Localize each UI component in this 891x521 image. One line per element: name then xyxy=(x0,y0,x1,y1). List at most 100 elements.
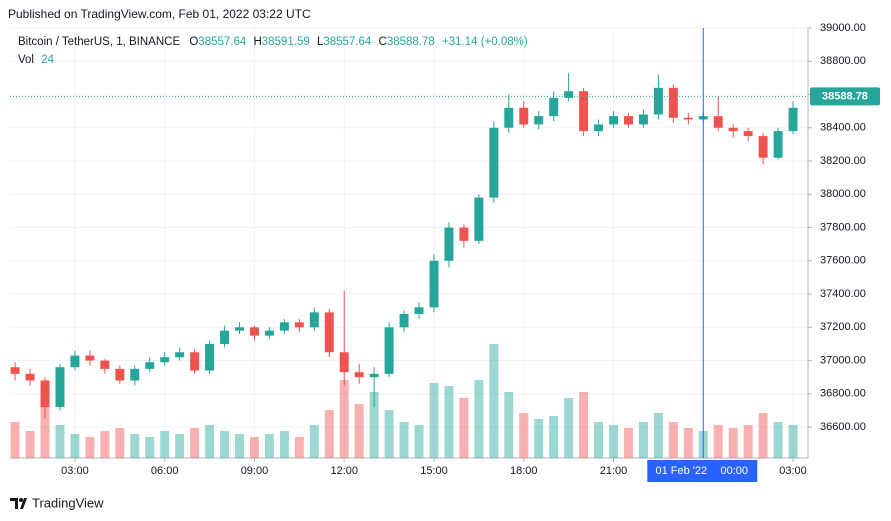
change: +31.14 (+0.08%) xyxy=(442,36,528,48)
volume-bar xyxy=(205,425,215,458)
candle-body xyxy=(354,372,364,378)
x-tick-label: 15:00 xyxy=(420,465,448,477)
volume-bar xyxy=(713,425,723,458)
volume-bar xyxy=(339,380,349,458)
x-tick-label: 21:00 xyxy=(600,465,628,477)
brand: TradingView xyxy=(32,495,104,510)
volume-bar xyxy=(459,398,469,458)
last-price-label: 38588.78 xyxy=(822,90,868,102)
volume-bar xyxy=(130,434,140,458)
volume-bar xyxy=(534,419,544,458)
high-value: 38591.59 xyxy=(262,36,310,48)
candle-body xyxy=(175,352,185,358)
candle-body xyxy=(504,107,514,128)
logo: TradingView xyxy=(10,495,104,510)
candle-body xyxy=(564,91,574,98)
volume-bar xyxy=(354,404,364,458)
volume-bar xyxy=(70,434,80,458)
legend-line: Bitcoin / TetherUS, 1, BINANCE O38557.64… xyxy=(18,36,528,48)
volume-bar xyxy=(160,431,170,458)
volume-bar xyxy=(758,413,768,458)
volume-bar xyxy=(623,428,633,458)
high-label: H xyxy=(253,36,261,48)
volume-bar xyxy=(519,413,529,458)
candle-body xyxy=(444,227,454,261)
candle-body xyxy=(264,330,274,336)
volume-value: 24 xyxy=(41,54,54,66)
symbol: Bitcoin / TetherUS, 1, BINANCE xyxy=(18,36,180,48)
candle-body xyxy=(414,307,424,315)
candle-body xyxy=(609,116,618,125)
publish-info: Published on TradingView.com, Feb 01, 20… xyxy=(8,7,311,21)
volume-bar xyxy=(683,428,693,458)
candle-body xyxy=(369,373,379,378)
y-tick-label: 36800.00 xyxy=(820,388,866,400)
y-tick-label: 36600.00 xyxy=(820,421,866,433)
candle-body xyxy=(279,322,289,331)
candle-body xyxy=(145,362,155,369)
volume-bar xyxy=(324,410,334,458)
volume-bar xyxy=(55,425,65,458)
y-tick-label: 38200.00 xyxy=(820,155,866,167)
candle-body xyxy=(474,197,484,241)
candle-body xyxy=(549,97,559,117)
volume-bar xyxy=(743,425,753,458)
volume-bar xyxy=(594,422,604,458)
candle-body xyxy=(235,327,244,331)
candle-body xyxy=(788,107,798,132)
candle-body xyxy=(384,327,394,374)
y-tick-label: 37000.00 xyxy=(820,354,866,366)
volume-bar xyxy=(309,425,319,458)
logo-mark xyxy=(10,498,27,509)
open-value: 38557.64 xyxy=(198,36,247,48)
low-label: L xyxy=(317,36,324,48)
y-tick-label: 37600.00 xyxy=(820,255,866,267)
candle-body xyxy=(399,314,409,328)
candle-body xyxy=(249,327,259,336)
volume-bar xyxy=(190,428,200,458)
y-tick-label: 37400.00 xyxy=(820,288,866,300)
close-label: C xyxy=(379,36,387,48)
volume-bar xyxy=(294,437,304,458)
volume-bar xyxy=(414,425,424,458)
volume-bar xyxy=(145,437,155,458)
candle-body xyxy=(579,91,589,132)
candle-body xyxy=(130,368,140,381)
volume-bar xyxy=(369,392,379,458)
volume-bar xyxy=(100,431,110,458)
volume-bar xyxy=(384,410,394,458)
volume-bar xyxy=(279,431,289,458)
candle-body xyxy=(309,312,319,328)
y-tick-label: 37200.00 xyxy=(820,321,866,333)
logo-dot xyxy=(19,498,23,502)
candle-body xyxy=(638,114,648,125)
candle-body xyxy=(534,116,544,125)
volume-bar xyxy=(728,428,738,458)
candle-body xyxy=(489,127,499,198)
crosshair-time: 00:00 xyxy=(721,465,749,477)
chart: 36600.00 36800.00 37000.00 37200.00 37400.00… xyxy=(10,22,880,482)
volume-bar xyxy=(444,386,454,458)
volume-bar xyxy=(264,434,274,458)
candle-body xyxy=(743,131,753,137)
candle-body xyxy=(70,355,80,368)
candle-body xyxy=(160,357,170,363)
y-tick-label: 39000.00 xyxy=(820,22,866,34)
y-tick-label: 37800.00 xyxy=(820,221,866,233)
candle-body xyxy=(294,322,304,328)
candle-body xyxy=(85,355,95,361)
volume-bar xyxy=(220,431,230,458)
candle-body xyxy=(220,330,230,344)
candle-body xyxy=(10,367,20,374)
candle-body xyxy=(40,380,50,408)
volume-bar xyxy=(609,425,618,458)
candle-body xyxy=(25,373,35,381)
volume-bar xyxy=(564,398,574,458)
volume-bar xyxy=(10,422,20,458)
candle-body xyxy=(758,136,768,158)
open-label: O xyxy=(189,36,198,48)
volume-bar xyxy=(474,380,484,458)
volume-bar xyxy=(175,434,185,458)
x-tick-label: 12:00 xyxy=(330,465,358,477)
x-tick-label: 03:00 xyxy=(61,465,89,477)
